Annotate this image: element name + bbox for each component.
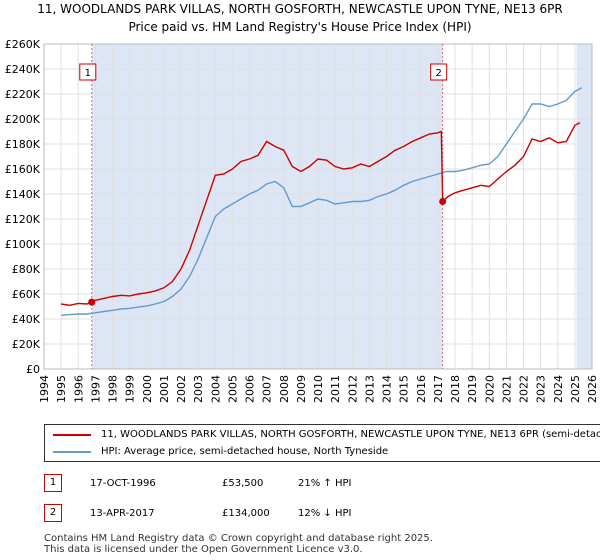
x-tick-label: 2025 <box>569 375 582 403</box>
x-tick-label: 1996 <box>72 375 85 403</box>
x-tick-label: 2023 <box>535 375 548 403</box>
legend-label-price: 11, WOODLANDS PARK VILLAS, NORTH GOSFORT… <box>101 429 600 440</box>
transaction-date: 17-OCT-1996 <box>90 478 156 489</box>
transaction-marker: 2 <box>44 504 62 522</box>
x-tick-label: 2020 <box>483 375 496 403</box>
sale-point <box>88 298 96 306</box>
series-line-price <box>60 122 581 307</box>
x-tick-label: 2012 <box>346 375 359 403</box>
y-tick-label: £20K <box>12 338 41 351</box>
x-tick-label: 2003 <box>192 375 205 403</box>
sale-point <box>439 198 447 205</box>
x-tick-label: 2015 <box>398 375 411 403</box>
x-tick-label: 2019 <box>466 375 479 403</box>
x-tick-label: 2022 <box>518 375 531 403</box>
series-line-hpi <box>61 87 583 316</box>
y-tick-label: £200K <box>5 113 41 126</box>
legend-label-hpi: HPI: Average price, semi-detached house,… <box>101 446 389 457</box>
chart-title-line1: 11, WOODLANDS PARK VILLAS, NORTH GOSFORT… <box>37 2 563 16</box>
x-tick-label: 1995 <box>55 375 68 403</box>
y-tick-label: £60K <box>12 288 41 301</box>
annotation-box <box>79 63 97 81</box>
transaction-row: 2 13-APR-2017 £134,000 12% ↓ HPI <box>0 504 600 524</box>
transaction-marker: 1 <box>44 474 62 492</box>
x-tick-label: 2010 <box>312 375 325 403</box>
x-tick-label: 2018 <box>449 375 462 403</box>
x-tick-label: 2000 <box>141 375 154 403</box>
legend-swatch-price <box>53 434 91 436</box>
annotation-label: 1 <box>85 68 91 79</box>
x-tick-label: 1994 <box>38 375 51 403</box>
y-tick-label: £160K <box>5 163 41 176</box>
x-tick-label: 2008 <box>278 375 291 403</box>
transaction-hpi-change: 12% ↓ HPI <box>298 508 352 519</box>
transaction-date: 13-APR-2017 <box>90 508 155 519</box>
x-tick-label: 2009 <box>295 375 308 403</box>
x-tick-label: 2026 <box>586 375 599 403</box>
x-tick-label: 2005 <box>226 375 239 403</box>
transaction-price: £53,500 <box>222 478 264 489</box>
annotation-box <box>430 63 448 81</box>
y-tick-label: £180K <box>5 138 41 151</box>
x-tick-label: 2021 <box>500 375 513 403</box>
chart-title: 11, WOODLANDS PARK VILLAS, NORTH GOSFORT… <box>0 0 600 36</box>
y-tick-label: £0 <box>26 363 40 376</box>
x-tick-label: 2002 <box>175 375 188 403</box>
x-tick-label: 2011 <box>329 375 342 403</box>
x-tick-label: 2004 <box>209 375 222 403</box>
chart-legend: 11, WOODLANDS PARK VILLAS, NORTH GOSFORT… <box>44 424 600 462</box>
x-tick-label: 1998 <box>107 375 120 403</box>
y-tick-label: £260K <box>5 38 41 51</box>
footer-line1: Contains HM Land Registry data © Crown c… <box>44 533 433 544</box>
y-tick-label: £80K <box>12 263 41 276</box>
x-tick-label: 2014 <box>381 375 394 403</box>
legend-swatch-hpi <box>53 451 91 453</box>
y-tick-label: £220K <box>5 88 41 101</box>
x-tick-label: 2016 <box>415 375 428 403</box>
y-tick-label: £120K <box>5 213 41 226</box>
shaded-range <box>91 44 443 369</box>
transaction-row: 1 17-OCT-1996 £53,500 21% ↑ HPI <box>0 474 600 494</box>
transaction-hpi-change: 21% ↑ HPI <box>298 478 352 489</box>
y-tick-label: £100K <box>5 238 41 251</box>
annotation-label: 2 <box>435 68 441 79</box>
x-tick-label: 2017 <box>432 375 445 403</box>
x-tick-label: 2024 <box>552 375 565 403</box>
y-tick-label: £40K <box>12 313 41 326</box>
y-tick-label: £240K <box>5 63 41 76</box>
shaded-range <box>576 44 592 369</box>
x-tick-label: 2013 <box>363 375 376 403</box>
x-tick-label: 2007 <box>261 375 274 403</box>
chart-title-line2: Price paid vs. HM Land Registry's House … <box>128 20 472 34</box>
footer-line2: This data is licensed under the Open Gov… <box>44 544 363 555</box>
chart-plot: £0 £20K £40K £60K £80K £100K £120K £140K £160K £1… <box>5 38 599 403</box>
x-tick-label: 1997 <box>89 375 102 403</box>
x-tick-label: 2006 <box>244 375 257 403</box>
transaction-price: £134,000 <box>222 508 270 519</box>
x-tick-label: 2001 <box>158 375 171 403</box>
plot-border <box>43 43 593 370</box>
y-tick-label: £140K <box>5 188 41 201</box>
x-tick-label: 1999 <box>124 375 137 403</box>
footer-attribution: Contains HM Land Registry data © Crown c… <box>44 533 433 555</box>
